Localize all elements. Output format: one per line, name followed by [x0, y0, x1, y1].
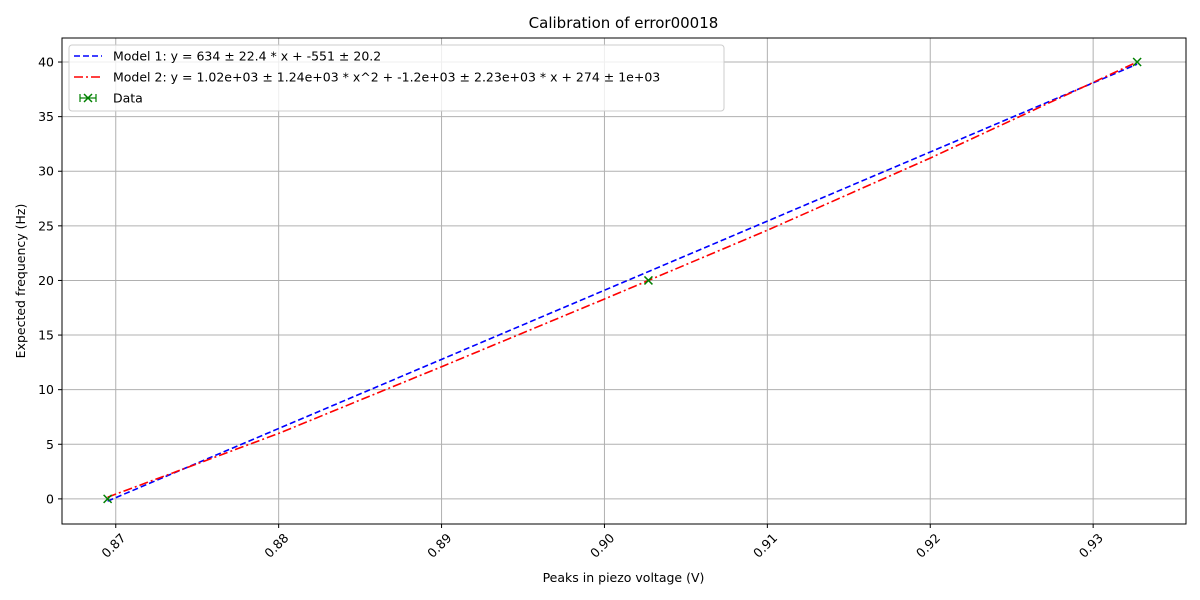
y-tick-label: 35	[38, 109, 54, 124]
series-1-line	[107, 63, 1138, 502]
plot-frame	[61, 37, 1187, 525]
y-tick-label: 5	[46, 437, 54, 452]
legend: Model 1: y = 634 ± 22.4 * x + -551 ± 20.…	[68, 44, 725, 112]
legend-item-3: Data	[79, 91, 143, 106]
y-tick-label: 10	[38, 382, 54, 397]
x-tick-label: 0.87	[98, 530, 128, 560]
legend-label: Data	[113, 91, 143, 106]
x-tick-label: 0.91	[750, 530, 780, 560]
y-axis-label: Expected frequency (Hz)	[13, 204, 28, 359]
y-tick-label: 30	[38, 164, 54, 179]
x-tick-label: 0.90	[587, 530, 617, 560]
x-tick-label: 0.88	[261, 530, 291, 560]
x-tick-label: 0.93	[1076, 530, 1106, 560]
legend-item-1: Model 1: y = 634 ± 22.4 * x + -551 ± 20.…	[74, 49, 381, 64]
x-axis-label: Peaks in piezo voltage (V)	[543, 570, 705, 585]
x-tick-label: 0.89	[424, 530, 454, 560]
y-axis-ticks: 0 5 10 15 20 25 30 35 40	[38, 55, 62, 506]
data-point	[1132, 57, 1142, 67]
data-point	[103, 494, 113, 504]
y-tick-label: 0	[46, 491, 54, 506]
y-tick-label: 40	[38, 55, 54, 70]
chart-title: Calibration of error00018	[529, 14, 719, 32]
legend-box	[68, 44, 725, 112]
legend-label: Model 1: y = 634 ± 22.4 * x + -551 ± 20.…	[113, 49, 381, 64]
legend-label: Model 2: y = 1.02e+03 ± 1.24e+03 * x^2 +…	[113, 70, 660, 85]
grid-lines	[62, 38, 1186, 524]
legend-item-2: Model 2: y = 1.02e+03 ± 1.24e+03 * x^2 +…	[74, 70, 660, 85]
y-tick-label: 15	[38, 328, 54, 343]
y-tick-label: 25	[38, 218, 54, 233]
series-2-line	[107, 61, 1138, 498]
y-tick-label: 20	[38, 273, 54, 288]
x-tick-label: 0.92	[913, 530, 943, 560]
plot-series	[103, 57, 1142, 504]
x-axis-ticks: 0.87 0.88 0.89 0.90 0.91 0.92 0.93	[98, 524, 1106, 561]
data-point	[643, 275, 653, 285]
